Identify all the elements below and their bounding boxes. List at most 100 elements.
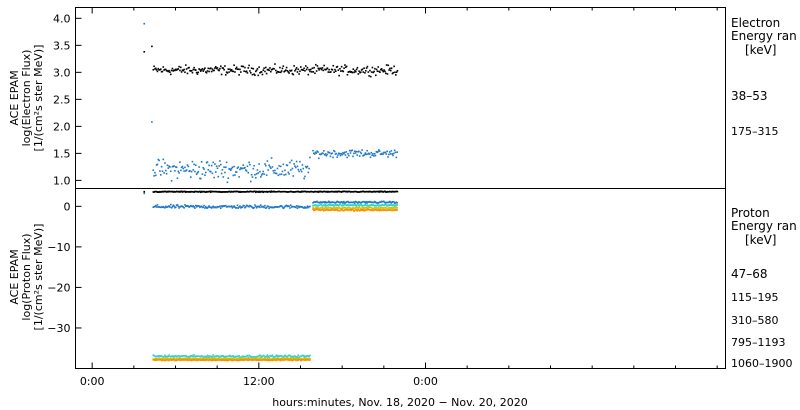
data-point [212,190,215,193]
data-point [234,358,236,361]
data-point [173,205,175,207]
data-point [384,206,387,209]
data-point [180,355,183,357]
data-point [203,357,205,360]
data-point [313,201,316,203]
data-point [209,355,212,358]
data-point [327,71,330,73]
data-point [227,190,230,193]
data-point [172,357,175,360]
data-point [272,357,275,360]
data-point [215,67,218,70]
data-point [392,200,394,203]
data-point [239,190,241,193]
data-point [154,190,156,193]
data-point [231,166,234,169]
data-point [206,70,209,72]
data-point [263,355,265,357]
data-point [209,67,211,70]
data-point [202,190,205,193]
data-point [221,205,224,208]
data-point [386,150,388,153]
data-point [348,209,351,211]
data-point [347,153,349,155]
data-point [254,173,256,176]
data-point [263,173,265,175]
data-point [225,161,228,164]
data-point [157,359,160,361]
data-point [359,201,362,204]
data-point [156,191,159,193]
data-point [309,68,312,71]
data-point [296,71,299,73]
data-point [314,208,317,211]
data-point [205,190,208,193]
data-point [300,206,303,208]
data-point [371,208,373,210]
data-point [254,204,256,206]
data-point [302,167,305,170]
data-point [274,190,277,193]
data-point [261,73,264,76]
data-point [249,190,252,193]
data-point [244,358,247,360]
proton-legend-item-1060-1900: 1060–1900 [731,357,793,370]
data-point [260,71,263,73]
data-point [377,209,379,211]
data-point [279,359,282,362]
data-point [196,355,199,357]
data-point [308,167,310,170]
data-point [189,355,192,357]
data-point [334,68,336,71]
data-point [326,201,328,204]
data-point [324,191,327,193]
data-point [303,207,305,209]
data-point [332,207,334,209]
data-point [279,66,281,69]
data-point [376,70,379,73]
data-point [380,68,383,70]
data-point [348,190,350,193]
data-point [358,209,361,212]
data-point [177,170,180,173]
data-point [156,204,159,206]
data-point [290,356,293,358]
data-point [160,165,163,168]
data-point [196,358,199,360]
data-point [215,359,218,362]
data-point [359,207,362,210]
data-point [220,191,223,193]
data-point [331,201,333,203]
data-point [231,359,234,362]
data-point [300,359,303,361]
data-point [168,354,170,356]
data-point [214,359,216,361]
data-point [251,176,254,178]
data-point [388,151,391,153]
data-point [204,359,206,361]
data-point [187,165,190,168]
data-point [240,167,243,170]
data-point [333,205,335,207]
data-point [182,354,185,357]
data-point [239,357,241,360]
data-point [192,357,195,360]
data-point [247,171,250,174]
proton-series-1060–1900 [152,208,398,362]
data-point [298,206,300,209]
data-point [345,201,348,204]
data-point [164,68,166,71]
data-point [154,355,157,358]
data-point [249,190,251,193]
electron-legend-item-38-53: 38–53 [731,89,768,103]
data-point [364,72,366,74]
data-point [215,165,218,168]
data-point [159,170,161,172]
data-point [186,164,189,166]
data-point [204,171,207,174]
data-point [159,359,161,361]
data-point [189,190,192,193]
data-point [382,200,384,203]
data-point [184,191,187,193]
data-point [164,169,167,172]
